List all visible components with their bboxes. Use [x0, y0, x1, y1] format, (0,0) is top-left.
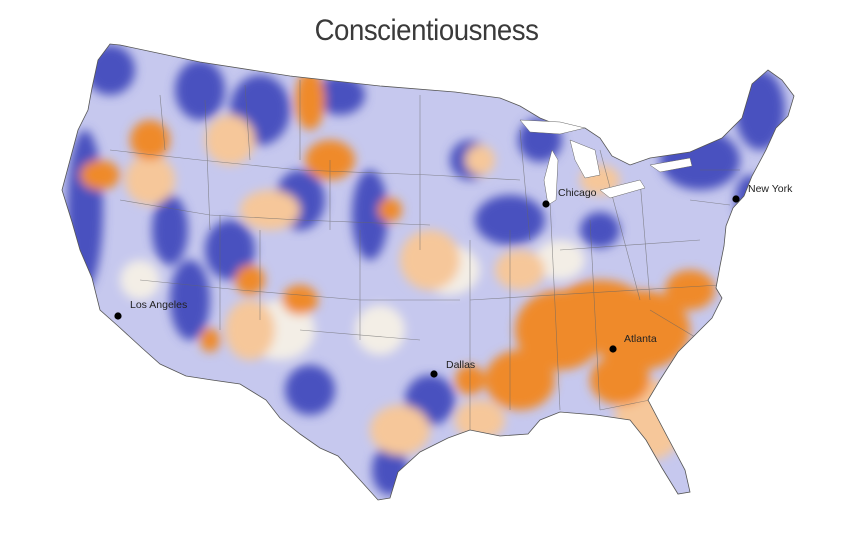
state-borders	[109, 80, 740, 430]
great-lakes	[519, 119, 693, 206]
city-dot-icon	[430, 370, 438, 378]
city-dot-icon	[114, 312, 122, 320]
map-title: Conscientiousness	[314, 14, 539, 47]
city-atlanta: Atlanta	[609, 333, 657, 353]
choropleth-fill	[62, 44, 794, 500]
city-label: Atlanta	[624, 333, 657, 345]
city-label: Dallas	[446, 359, 475, 371]
city-dot-icon	[732, 195, 740, 203]
city-los-angeles: Los Angeles	[114, 299, 187, 320]
city-label: Chicago	[558, 187, 597, 199]
city-label: New York	[748, 183, 793, 195]
city-dot-icon	[609, 345, 617, 353]
city-markers: Chicago New York Los Angeles Dallas Atla…	[114, 183, 793, 378]
city-dot-icon	[542, 200, 550, 208]
city-dallas: Dallas	[430, 359, 475, 378]
city-new-york: New York	[732, 183, 793, 203]
city-label: Los Angeles	[130, 299, 187, 311]
city-chicago: Chicago	[542, 187, 597, 208]
